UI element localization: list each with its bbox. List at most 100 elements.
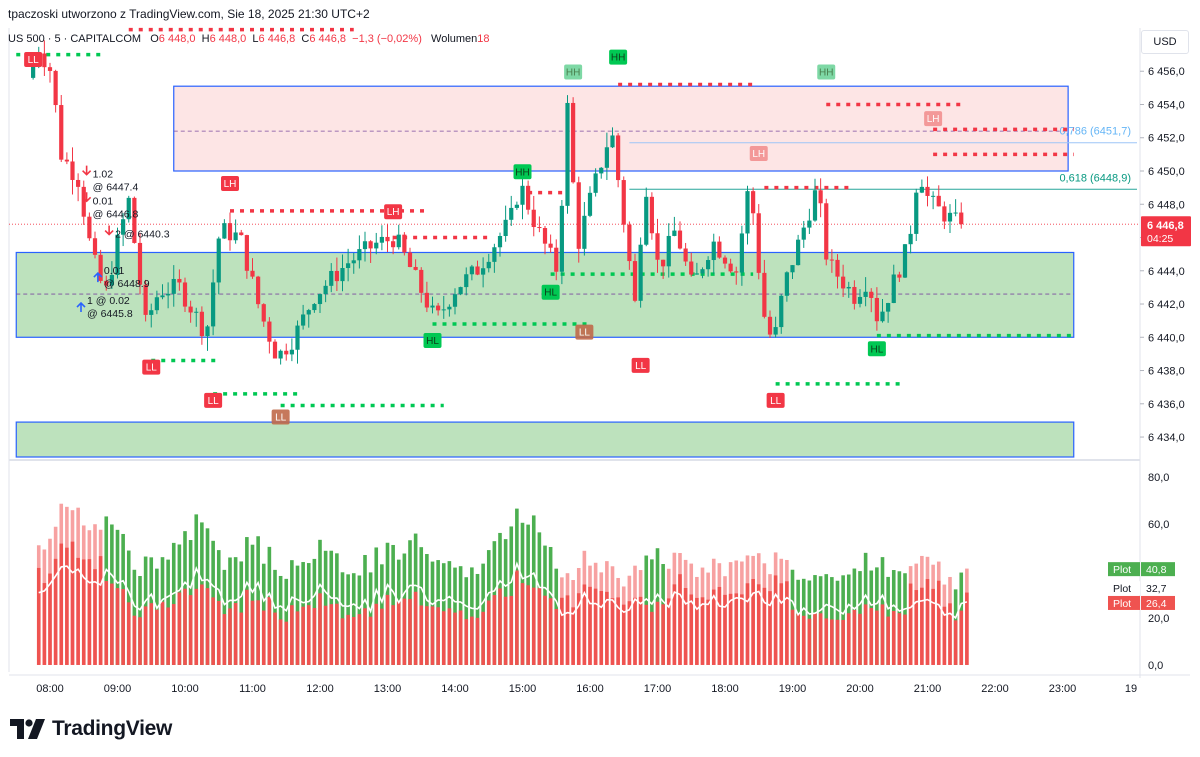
oscillator-bar[interactable]	[936, 561, 941, 665]
candle[interactable]	[76, 173, 81, 202]
candle[interactable]	[154, 290, 159, 315]
oscillator-bar[interactable]	[458, 566, 463, 665]
candle[interactable]	[402, 232, 407, 256]
oscillator-bar[interactable]	[430, 561, 435, 665]
candle[interactable]	[194, 307, 199, 327]
candle[interactable]	[346, 248, 351, 282]
candle[interactable]	[137, 232, 143, 295]
candle[interactable]	[593, 168, 598, 197]
candle[interactable]	[520, 177, 525, 220]
oscillator-bar[interactable]	[633, 565, 637, 665]
candle[interactable]	[655, 218, 660, 273]
candle[interactable]	[542, 226, 548, 255]
oscillator-bar[interactable]	[711, 558, 716, 665]
oscillator-bar[interactable]	[396, 559, 401, 665]
candle[interactable]	[211, 269, 216, 336]
candle[interactable]	[694, 262, 699, 275]
candle[interactable]	[790, 265, 795, 280]
oscillator-bar[interactable]	[318, 539, 322, 665]
candle[interactable]	[661, 259, 666, 279]
candle[interactable]	[166, 282, 171, 309]
oscillator-bar[interactable]	[357, 575, 362, 665]
candle[interactable]	[419, 267, 424, 303]
candle[interactable]	[734, 266, 739, 285]
candle[interactable]	[475, 260, 480, 276]
candle[interactable]	[486, 253, 491, 273]
candle[interactable]	[548, 234, 553, 253]
candle[interactable]	[430, 296, 435, 314]
oscillator-bar[interactable]	[571, 580, 575, 665]
candle[interactable]	[824, 198, 829, 266]
oscillator-bar[interactable]	[481, 563, 485, 665]
candle[interactable]	[272, 339, 278, 359]
oscillator-bar[interactable]	[835, 580, 840, 665]
candle[interactable]	[407, 247, 413, 268]
candle[interactable]	[70, 147, 75, 195]
oscillator-bar[interactable]	[385, 542, 390, 665]
candle[interactable]	[649, 192, 654, 240]
candle[interactable]	[829, 249, 834, 273]
oscillator-bar[interactable]	[374, 547, 379, 665]
oscillator-bar[interactable]	[211, 540, 215, 665]
oscillator-bar[interactable]	[93, 524, 97, 665]
oscillator-bar[interactable]	[290, 560, 294, 665]
candle[interactable]	[284, 343, 289, 361]
oscillator-bar[interactable]	[593, 562, 598, 665]
candle[interactable]	[149, 303, 154, 328]
oscillator-bar[interactable]	[70, 510, 75, 665]
oscillator-bar[interactable]	[548, 546, 553, 665]
candle[interactable]	[531, 195, 536, 237]
candle[interactable]	[47, 62, 53, 83]
candle[interactable]	[312, 303, 317, 313]
oscillator-bar[interactable]	[886, 576, 890, 665]
oscillator-pane[interactable]	[36, 503, 969, 665]
candle[interactable]	[171, 265, 176, 307]
candle[interactable]	[121, 213, 126, 247]
candle[interactable]	[869, 288, 874, 313]
oscillator-bar[interactable]	[222, 569, 227, 665]
candle[interactable]	[199, 306, 204, 345]
candle[interactable]	[306, 308, 311, 328]
oscillator-bar[interactable]	[98, 529, 103, 665]
candle[interactable]	[509, 195, 514, 226]
candle[interactable]	[554, 239, 559, 281]
oscillator-bar[interactable]	[267, 546, 272, 665]
oscillator-bar[interactable]	[301, 562, 305, 665]
oscillator-bar[interactable]	[295, 565, 300, 665]
candle[interactable]	[64, 152, 69, 165]
oscillator-bar[interactable]	[475, 573, 480, 665]
candle[interactable]	[773, 316, 778, 338]
candle[interactable]	[239, 229, 244, 236]
oscillator-bar[interactable]	[36, 545, 41, 665]
oscillator-bar[interactable]	[914, 563, 919, 665]
oscillator-bar[interactable]	[486, 550, 491, 665]
oscillator-bar[interactable]	[830, 577, 834, 665]
candle[interactable]	[42, 40, 47, 76]
oscillator-bar[interactable]	[59, 503, 64, 665]
oscillator-bar[interactable]	[126, 550, 131, 665]
candle[interactable]	[784, 271, 789, 302]
oscillator-bar[interactable]	[380, 564, 384, 665]
candle[interactable]	[947, 204, 953, 234]
oscillator-bar[interactable]	[42, 549, 47, 665]
oscillator-bar[interactable]	[700, 567, 705, 665]
oscillator-bar[interactable]	[920, 555, 924, 665]
candle[interactable]	[458, 286, 463, 296]
oscillator-bar[interactable]	[515, 508, 519, 665]
candle[interactable]	[391, 235, 396, 255]
candle[interactable]	[216, 236, 221, 295]
oscillator-bar[interactable]	[329, 550, 334, 665]
oscillator-bar[interactable]	[813, 575, 817, 665]
candle[interactable]	[700, 267, 705, 279]
candle[interactable]	[846, 281, 851, 298]
candle[interactable]	[852, 280, 857, 310]
oscillator-bar[interactable]	[138, 576, 142, 665]
candle[interactable]	[244, 234, 249, 279]
oscillator-bar[interactable]	[638, 570, 643, 665]
candle[interactable]	[227, 212, 233, 251]
oscillator-bar[interactable]	[762, 563, 767, 665]
oscillator-bar[interactable]	[779, 558, 784, 665]
oscillator-bar[interactable]	[408, 540, 412, 665]
oscillator-bar[interactable]	[582, 550, 587, 665]
oscillator-bar[interactable]	[205, 528, 210, 665]
